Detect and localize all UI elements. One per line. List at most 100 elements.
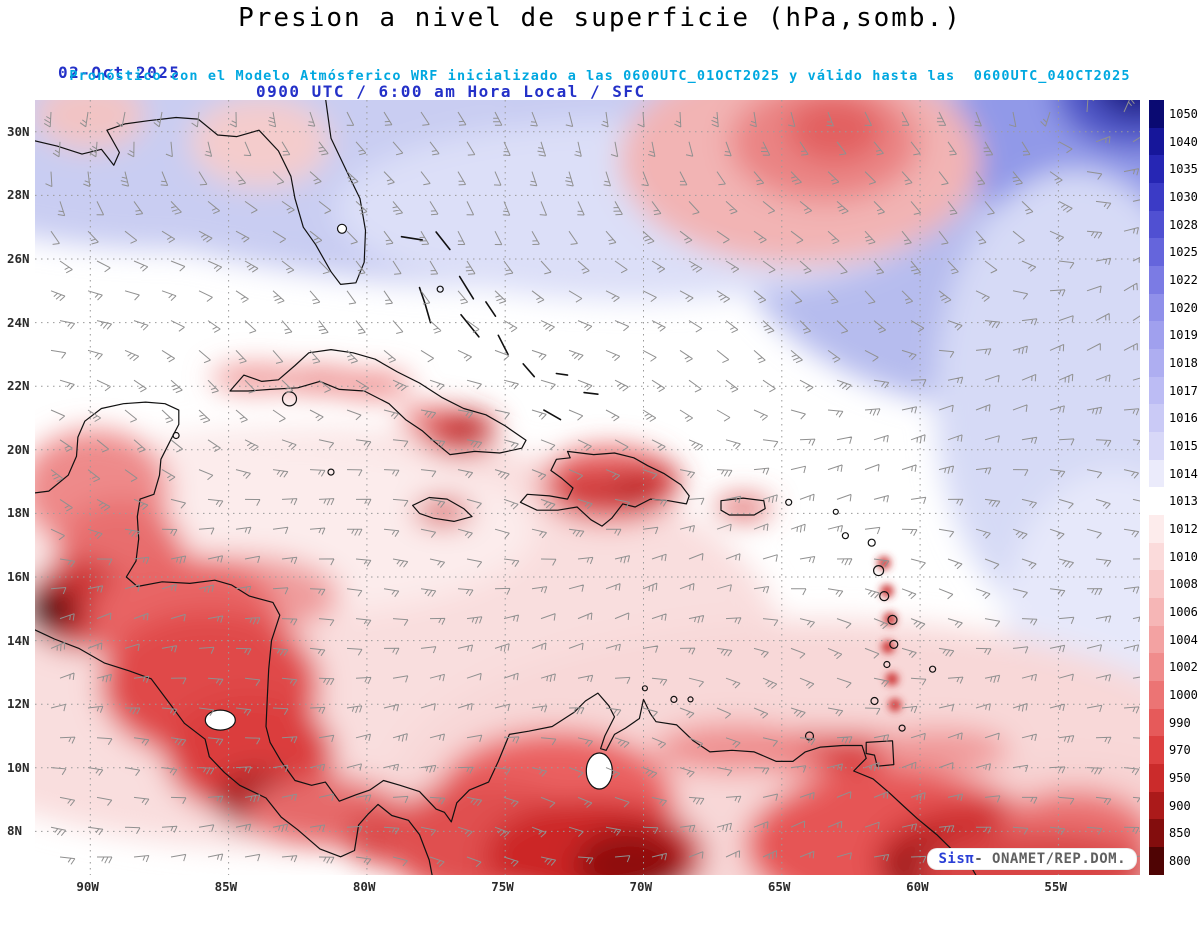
island-dot (928, 665, 937, 673)
credit-badge: Sisπ- ONAMET/REP.DOM. (928, 849, 1136, 869)
colorbar-swatch (1149, 653, 1164, 682)
lat-label: 28N (7, 187, 30, 203)
colorbar-level: 1018 (1149, 349, 1198, 377)
island-dot (785, 498, 793, 506)
island-dot (327, 468, 335, 476)
colorbar-level: 990 (1149, 708, 1198, 737)
island-dot (436, 285, 444, 293)
island-dot (887, 614, 898, 626)
colorbar-swatch (1149, 459, 1164, 488)
island-dot (870, 696, 879, 706)
colorbar-swatch (1149, 598, 1164, 626)
colorbar-level: 1004 (1149, 625, 1198, 654)
island-dot (867, 538, 876, 547)
lat-label: 20N (7, 441, 30, 457)
colorbar-value: 1000 (1169, 687, 1198, 702)
pressure-colorbar: 1050 1040 1035 1030 1028 1025 1022 1020 1019 1018… (1149, 100, 1198, 875)
credit-brand: Sisπ (938, 851, 975, 867)
colorbar-swatch (1149, 293, 1164, 322)
lat-label: 14N (7, 632, 30, 648)
coast-gulf-florida (35, 100, 367, 285)
colorbar-value: 1013 (1169, 494, 1198, 509)
colorbar-level: 800 (1149, 847, 1198, 875)
lat-label: 24N (7, 314, 30, 330)
colorbar-level: 1015 (1149, 432, 1198, 460)
lat-label: 16N (7, 569, 30, 584)
time-utc-label: 0900 UTC / 6:00 am Hora Local / SFC (256, 82, 646, 101)
coast-bahamas (583, 391, 599, 395)
map-area: Sisπ- ONAMET/REP.DOM. (35, 100, 1140, 875)
coast-bahamas (485, 301, 497, 317)
colorbar-level: 1020 (1149, 293, 1198, 322)
colorbar-swatch (1149, 542, 1164, 571)
colorbar-value: 1035 (1169, 162, 1198, 177)
colorbar-swatch (1149, 404, 1164, 433)
colorbar-value: 900 (1169, 798, 1191, 813)
colorbar-level: 1017 (1149, 376, 1198, 405)
colorbar-value: 950 (1169, 770, 1191, 785)
coast-hispaniola (519, 450, 690, 527)
island-dot (872, 565, 885, 577)
colorbar-swatch (1149, 819, 1164, 848)
lon-label: 80W (352, 879, 376, 894)
coast-bahamas (555, 372, 569, 376)
colorbar-swatch (1149, 376, 1164, 405)
colorbar-level: 1012 (1149, 515, 1198, 543)
colorbar-value: 1018 (1169, 355, 1198, 370)
colorbar-value: 1020 (1169, 300, 1198, 315)
island-dot (687, 696, 694, 703)
colorbar-level: 1000 (1149, 681, 1198, 709)
island-dot (883, 660, 891, 669)
colorbar-level: 1008 (1149, 570, 1198, 599)
coast-bahamas (522, 363, 536, 378)
lat-label: 26N (7, 251, 30, 266)
colorbar-value: 1015 (1169, 438, 1198, 453)
colorbar-value: 990 (1169, 715, 1191, 730)
island-dot (832, 508, 839, 515)
colorbar-swatch (1149, 210, 1164, 239)
colorbar-level: 1014 (1149, 459, 1198, 488)
coast-puerto-rico (720, 497, 766, 516)
lake-okeechobee (336, 223, 348, 234)
forecast-note: Pronóstico con el Modelo Atmósferico WRF… (69, 68, 1131, 84)
wind-barbs (43, 100, 1140, 868)
lat-label: 18N (7, 505, 30, 521)
colorbar-swatch (1149, 127, 1164, 156)
datetime-row: 02-Oct-2025 0900 UTC / 6:00 am Hora Loca… (0, 44, 1200, 101)
colorbar-value: 970 (1169, 743, 1191, 758)
colorbar-level: 970 (1149, 736, 1198, 765)
colorbar-value: 1012 (1169, 521, 1198, 536)
colorbar-value: 1014 (1169, 466, 1198, 481)
colorbar-value: 1004 (1169, 632, 1198, 647)
colorbar-value: 1040 (1169, 134, 1198, 149)
colorbar-value: 1010 (1169, 549, 1198, 564)
colorbar-swatch (1149, 708, 1164, 737)
colorbar-level: 1013 (1149, 487, 1198, 516)
colorbar-value: 1002 (1169, 660, 1198, 675)
lon-label: 75W (491, 879, 514, 894)
lake-maracaibo (585, 752, 613, 790)
colorbar-level: 1035 (1149, 155, 1198, 184)
coast-jamaica (412, 496, 473, 522)
lon-label: 60W (906, 879, 929, 894)
island-dot (879, 591, 890, 602)
lon-label: 55W (1044, 879, 1067, 894)
colorbar-swatch (1149, 183, 1164, 211)
coast-bahamas (460, 313, 480, 338)
colorbar-swatch (1149, 349, 1164, 377)
lat-label: 30N (7, 123, 30, 139)
lon-label: 70W (629, 879, 653, 894)
date-label: 02-Oct-2025 (58, 63, 181, 82)
colorbar-level: 1002 (1149, 653, 1198, 682)
coast-trinidad (865, 740, 895, 767)
colorbar-swatch (1149, 266, 1164, 294)
lon-label: 85W (214, 879, 238, 894)
colorbar-swatch (1149, 625, 1164, 654)
lon-label: 65W (767, 879, 791, 894)
colorbar-level: 1022 (1149, 266, 1198, 294)
colorbar-value: 1008 (1169, 577, 1198, 592)
colorbar-swatch (1149, 570, 1164, 599)
lat-label: 8N (7, 823, 23, 839)
colorbar-level: 1050 (1149, 100, 1198, 128)
